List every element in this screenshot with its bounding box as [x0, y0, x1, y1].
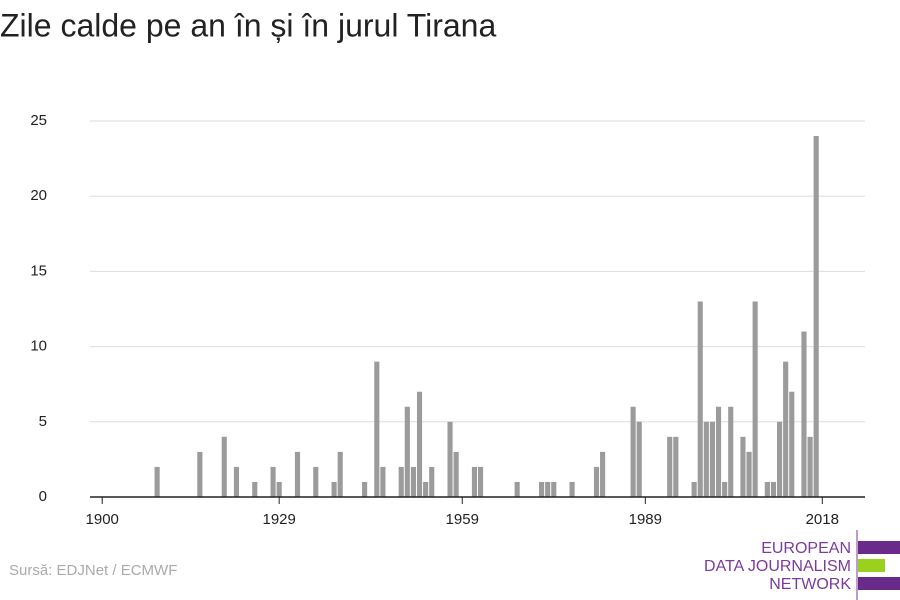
- bar: [331, 481, 337, 497]
- bar: [703, 421, 709, 497]
- bar: [722, 481, 728, 497]
- bar: [404, 406, 410, 497]
- bar: [362, 481, 368, 497]
- bar: [770, 481, 777, 497]
- bar: [197, 451, 203, 497]
- logo-text: DATA JOURNALISM: [704, 558, 851, 575]
- x-tick-label: 1959: [446, 511, 479, 528]
- bar: [813, 136, 819, 498]
- bar: [447, 421, 453, 497]
- x-tick-label: 1900: [86, 511, 119, 528]
- bar: [777, 421, 783, 497]
- y-tick-label: 0: [39, 488, 47, 505]
- logo-text: EUROPEAN: [761, 540, 851, 557]
- bar: [416, 391, 423, 497]
- bar: [233, 466, 240, 497]
- y-tick-label: 5: [39, 413, 47, 430]
- bar: [600, 451, 606, 497]
- bar: [715, 406, 722, 497]
- logo-bar: [858, 559, 885, 572]
- bar: [569, 481, 575, 497]
- bar: [636, 421, 642, 497]
- bar: [746, 451, 752, 497]
- bar: [667, 436, 673, 497]
- y-tick-label: 25: [30, 112, 47, 129]
- source: Sursă: EDJNet / ECMWF: [9, 562, 177, 579]
- bar: [673, 436, 679, 497]
- bar: [789, 391, 795, 497]
- logo-text: NETWORK: [769, 576, 851, 593]
- bar: [514, 481, 520, 497]
- y-tick-label: 10: [30, 338, 47, 355]
- bar: [477, 466, 484, 497]
- bar: [752, 301, 758, 497]
- bar: [471, 466, 478, 497]
- bar: [294, 451, 301, 497]
- bar: [545, 481, 551, 497]
- bar: [221, 436, 227, 497]
- logo: EUROPEAN DATA JOURNALISM NETWORK: [704, 530, 900, 600]
- logo-bar: [858, 541, 900, 554]
- bar: [337, 451, 343, 497]
- bar: [410, 466, 416, 497]
- bar: [398, 466, 404, 497]
- bar: [380, 466, 386, 497]
- bar: [374, 361, 380, 497]
- bar: [709, 421, 716, 497]
- y-tick-label: 15: [30, 262, 47, 279]
- bar: [764, 481, 770, 497]
- chart-title: Zile calde pe an în și în jurul Tirana: [0, 7, 496, 43]
- bar: [313, 466, 319, 497]
- bar: [697, 301, 703, 497]
- x-tick-label: 1989: [629, 511, 662, 528]
- bar: [801, 331, 807, 497]
- bar: [154, 466, 160, 497]
- bar: [728, 406, 734, 497]
- bar: [551, 481, 557, 497]
- x-tick-label: 1929: [262, 511, 295, 528]
- logo-bar: [858, 577, 900, 590]
- bar: [429, 466, 435, 497]
- bar: [252, 481, 258, 497]
- y-tick-label: 20: [30, 187, 47, 204]
- bar: [276, 481, 282, 497]
- bar: [630, 406, 636, 497]
- bar: [270, 466, 276, 497]
- bar: [423, 481, 429, 497]
- x-tick-label: 2018: [806, 511, 839, 528]
- bar: [453, 451, 459, 497]
- bar: [539, 481, 545, 497]
- bar: [740, 436, 746, 497]
- bar: [593, 466, 600, 497]
- bar: [807, 436, 813, 497]
- bar: [783, 361, 789, 497]
- bar: [691, 481, 697, 497]
